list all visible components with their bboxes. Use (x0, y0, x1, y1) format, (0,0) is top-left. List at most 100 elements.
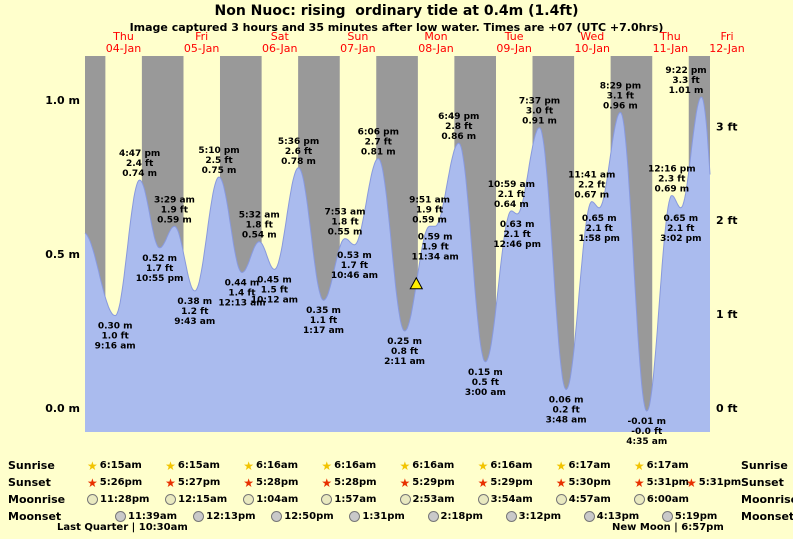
sunset-time: 5:28pm (256, 477, 298, 488)
sunrise-time: 6:15am (100, 460, 142, 471)
tide-extreme-label: 5:36 pm (278, 137, 319, 147)
y-axis-ft-tick: 2 ft (716, 214, 738, 227)
sunset-entry: ★5:27pm (165, 476, 220, 489)
moonrise-icon (87, 494, 98, 505)
sunrise-time: 6:17am (647, 460, 689, 471)
day-label-date: 11-Jan (653, 42, 689, 55)
tide-extreme-label: 9:16 am (95, 342, 136, 352)
sunset-icon: ★ (400, 478, 411, 488)
sunrise-icon: ★ (556, 461, 567, 471)
day-label-date: 06-Jan (262, 42, 298, 55)
moonrise-icon (400, 494, 411, 505)
moonrise-entry: 6:00am (634, 493, 689, 506)
sunrise-entry: ★6:16am (321, 459, 376, 472)
sunset-entry: ★5:31pm (634, 476, 689, 489)
sunset-icon: ★ (87, 478, 98, 488)
moonrise-row-label-left: Moonrise (8, 493, 65, 506)
tide-extreme-label: 0.15 m (468, 368, 503, 378)
tide-extreme-label: 11:34 am (412, 252, 459, 262)
moonrise-icon (321, 494, 332, 505)
tide-extreme-label: 0.2 ft (552, 406, 580, 416)
y-axis-ft-tick: 0 ft (716, 402, 738, 415)
tide-extreme-label: 3:29 am (154, 195, 195, 205)
tide-extreme-label: 1:58 pm (579, 234, 620, 244)
sunrise-icon: ★ (165, 461, 176, 471)
moonrise-time: 6:00am (647, 494, 689, 505)
day-label-date: 04-Jan (106, 42, 142, 55)
sunset-row-label-right: Sunset (741, 476, 784, 489)
tide-extreme-label: 1.9 ft (416, 205, 444, 215)
tide-extreme-label: 1.9 ft (422, 242, 450, 252)
tide-extreme-label: 0.59 m (412, 215, 447, 225)
tide-extreme-label: 2.6 ft (285, 147, 313, 157)
moonset-icon (349, 511, 360, 522)
sunrise-time: 6:16am (334, 460, 376, 471)
moonrise-entry: 1:04am (243, 493, 298, 506)
tide-extreme-label: 2.1 ft (504, 230, 532, 240)
tide-extreme-label: 2.2 ft (578, 181, 606, 191)
moonset-entry: 1:31pm (349, 510, 404, 523)
tide-extreme-label: 12:16 pm (648, 164, 696, 174)
moonrise-icon (165, 494, 176, 505)
tide-extreme-label: 0.5 ft (472, 378, 500, 388)
moonrise-entry: 1:57am (321, 493, 376, 506)
tide-extreme-label: 3.0 ft (526, 107, 554, 117)
tide-extreme-label: 7:37 pm (519, 97, 560, 107)
tide-extreme-label: 0.55 m (328, 228, 363, 238)
tide-extreme-label: 3.1 ft (607, 91, 635, 101)
moonset-icon (662, 511, 673, 522)
sunset-entry: ★5:29pm (400, 476, 455, 489)
tide-extreme-label: 9:43 am (174, 317, 215, 327)
tide-extreme-label: -0.0 ft (631, 427, 663, 437)
sunset-icon: ★ (634, 478, 645, 488)
sunrise-entry: ★6:16am (478, 459, 533, 472)
tide-extreme-label: 10:59 am (488, 180, 535, 190)
tide-extreme-label: 3:02 pm (660, 234, 701, 244)
moonrise-icon (243, 494, 254, 505)
moonset-entry: 3:12pm (506, 510, 561, 523)
moonrise-time: 3:54am (491, 494, 533, 505)
sunset-icon: ★ (556, 478, 567, 488)
sunset-row-label-left: Sunset (8, 476, 51, 489)
tide-extreme-label: 0.65 m (663, 214, 698, 224)
tide-extreme-label: 1.7 ft (146, 264, 174, 274)
tide-extreme-label: 1.1 ft (310, 316, 338, 326)
moonset-time: 1:31pm (362, 511, 404, 522)
tide-chart: 1.0 m0.5 m0.0 m3 ft2 ft1 ft0 ftThu04-Jan… (0, 0, 793, 455)
tide-extreme-label: 4:47 pm (119, 149, 160, 159)
moonrise-entry: 11:28pm (87, 493, 149, 506)
moonset-time: 11:39am (128, 511, 177, 522)
sunset-time: 5:27pm (178, 477, 220, 488)
sunrise-entry: ★6:17am (556, 459, 611, 472)
y-axis-ft-tick: 1 ft (716, 308, 738, 321)
tide-extreme-label: 6:06 pm (358, 128, 399, 138)
day-label-date: 08-Jan (418, 42, 454, 55)
tide-extreme-label: 9:51 am (409, 195, 450, 205)
tide-extreme-label: 1.7 ft (341, 261, 369, 271)
moonrise-time: 1:04am (256, 494, 298, 505)
moonrise-time: 2:53am (413, 494, 455, 505)
moonrise-entry: 4:57am (556, 493, 611, 506)
tide-extreme-label: 1.0 ft (102, 332, 130, 342)
sunrise-entry: ★6:15am (165, 459, 220, 472)
tide-extreme-label: 2.7 ft (365, 138, 393, 148)
moonrise-entry: 12:15am (165, 493, 227, 506)
tide-extreme-label: 2.4 ft (126, 159, 154, 169)
tide-extreme-label: 0.91 m (522, 117, 557, 127)
moon-phase-left: Last Quarter | 10:30am (57, 522, 188, 533)
tide-extreme-label: 0.35 m (306, 306, 341, 316)
sunset-icon: ★ (478, 478, 489, 488)
tide-extreme-label: 0.86 m (441, 132, 476, 142)
tide-extreme-label: 0.63 m (500, 220, 535, 230)
sunrise-icon: ★ (87, 461, 98, 471)
sunset-entry: ★5:30pm (556, 476, 611, 489)
tide-extreme-label: 3:00 am (465, 388, 506, 398)
tide-extreme-label: 11:41 am (568, 171, 615, 181)
tide-chart-page: Non Nuoc: rising ordinary tide at 0.4m (… (0, 0, 793, 539)
moonset-entry: 4:13pm (584, 510, 639, 523)
tide-extreme-label: 7:53 am (325, 208, 366, 218)
tide-extreme-label: 0.52 m (142, 254, 177, 264)
tide-extreme-label: 0.75 m (202, 166, 237, 176)
tide-extreme-label: 4:35 am (626, 437, 667, 447)
moonset-entry: 12:13pm (193, 510, 255, 523)
